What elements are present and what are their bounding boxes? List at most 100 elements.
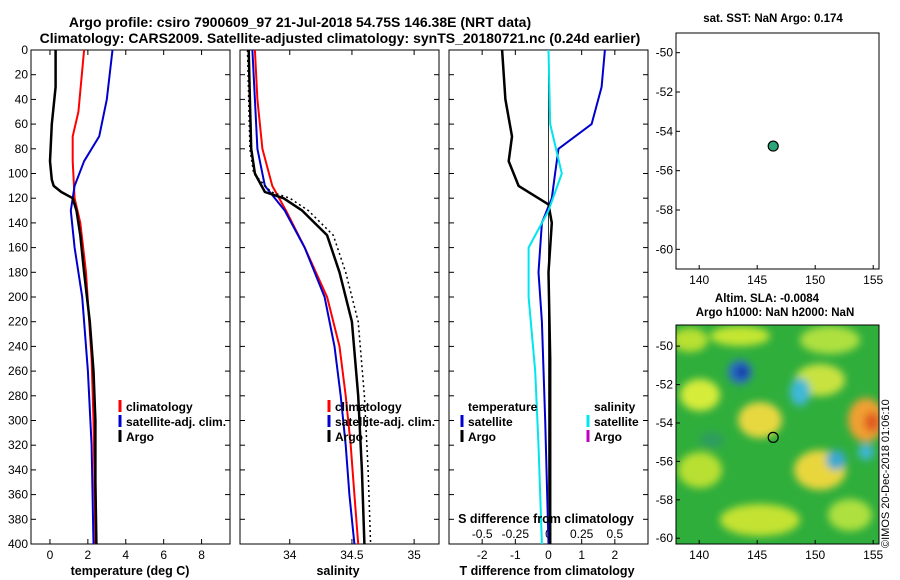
- sla-map-xtick-label: 145: [747, 548, 767, 562]
- difference-legend: temperature satellite Argo salinity sate…: [460, 400, 639, 444]
- sla-map-ytick-label: -50: [656, 339, 674, 353]
- temperature-series-argo: [48, 50, 98, 545]
- sla-map-marks: [767, 431, 779, 443]
- depth-tick-label: 240: [8, 339, 28, 353]
- sla-map-ytick-label: -58: [656, 493, 674, 507]
- salinity-ticks: 34 34.5 35: [240, 49, 439, 562]
- legend-temperature-argo: Argo: [468, 430, 496, 444]
- salinity-legend: climatology satellite-adj. clim. Argo: [327, 400, 435, 444]
- temperature-plot-frame: [30, 49, 231, 545]
- difference-xtick-label: 2: [611, 548, 618, 562]
- depth-tick-label: 220: [8, 315, 28, 329]
- temperature-xtick-label: 2: [85, 548, 92, 562]
- legend-salinity-argo: Argo: [594, 430, 622, 444]
- depth-tick-label: 0: [21, 43, 28, 57]
- sla-map-xtick-label: 140: [689, 548, 709, 562]
- depth-tick-label: 400: [8, 537, 28, 551]
- sst-map-xtick-label: 150: [805, 273, 825, 287]
- sst-map-title: sat. SST: NaN Argo: 0.174: [703, 13, 843, 25]
- sla-map-ytick-label: -52: [656, 378, 674, 392]
- sla-map-xtick-label: 155: [863, 548, 883, 562]
- difference-series-temperature-satellite: [537, 49, 606, 545]
- sla-map-frame: [675, 324, 880, 545]
- difference-lines: [500, 49, 606, 545]
- sla-map-title: Altim. SLA: -0.0084: [715, 293, 820, 305]
- depth-tick-label: 280: [8, 389, 28, 403]
- temperature-xlabel: temperature (deg C): [71, 564, 190, 578]
- legend-salinity-satellite: satellite: [594, 415, 639, 429]
- depth-tick-label: 200: [8, 290, 28, 304]
- salinity-panel: 34 34.5 35 salinity climatology satellite-…: [239, 49, 440, 578]
- t-difference-xlabel: T difference from climatology: [459, 564, 634, 578]
- sst-map-xtick-label: 140: [689, 273, 709, 287]
- depth-tick-label: 160: [8, 241, 28, 255]
- temperature-legend-climatology: climatology: [126, 400, 193, 414]
- depth-tick-label: 300: [8, 414, 28, 428]
- temperature-xtick-label: 0: [47, 548, 54, 562]
- depth-tick-label: 40: [15, 92, 29, 106]
- temperature-xtick-label: 4: [122, 548, 129, 562]
- temperature-legend-argo: Argo: [126, 430, 154, 444]
- temperature-xtick-label: 6: [160, 548, 167, 562]
- depth-tick-label: 320: [8, 438, 28, 452]
- s-difference-tick-label: -0.5: [472, 527, 493, 541]
- depth-tick-label: 180: [8, 265, 28, 279]
- depth-tick-label: 60: [15, 117, 29, 131]
- salinity-xtick-label: 35: [407, 548, 421, 562]
- difference-xtick-label: -1: [510, 548, 521, 562]
- temperature-legend-satellite: satellite-adj. clim.: [126, 415, 226, 429]
- legend-temperature-satellite: satellite: [468, 415, 513, 429]
- depth-tick-label: 100: [8, 167, 28, 181]
- temperature-series-climatology: [71, 49, 97, 545]
- salinity-xtick-label: 34: [283, 548, 297, 562]
- salinity-legend-argo: Argo: [335, 430, 363, 444]
- sst-map-ytick-label: -52: [656, 85, 674, 99]
- temperature-panel: 0204060801001201401601802002202402602803…: [8, 43, 231, 578]
- temperature-xtick-label: 8: [198, 548, 205, 562]
- sst-map-ytick-label: -56: [656, 164, 674, 178]
- sla-map-subtitle: Argo h1000: NaN h2000: NaN: [696, 307, 855, 319]
- temperature-series-satellite-adj-clim-: [69, 49, 114, 545]
- difference-series-salinity-satellite: [527, 49, 563, 545]
- sst-map-ytick-label: -58: [656, 203, 674, 217]
- sst-map-xtick-label: 145: [747, 273, 767, 287]
- sst-map-ytick-label: -50: [656, 46, 674, 60]
- sst-map-panel: 140 145 150 155 -50 -52 -54 -56 -58 -60: [656, 32, 884, 287]
- sst-map-frame: [675, 32, 880, 270]
- s-difference-tick-label: 0.5: [606, 527, 623, 541]
- sst-map-ticks: 140 145 150 155 -50 -52 -54 -56 -58 -60: [656, 46, 884, 287]
- credit-stamp: ©IMOS 20-Dec-2018 01:06:10: [880, 399, 892, 548]
- salinity-xtick-label: 34.5: [340, 548, 364, 562]
- salinity-legend-satellite: satellite-adj. clim.: [335, 415, 435, 429]
- sla-map-argo-position-marker: [767, 431, 779, 443]
- salinity-series-argo: [247, 49, 366, 545]
- difference-xtick-label: -2: [477, 548, 488, 562]
- sla-map-panel: 140 145 150 155 -50 -52 -54 -56 -58 -60: [656, 324, 884, 562]
- salinity-series-climatology: [253, 49, 360, 545]
- sst-map-argo-position-marker: [767, 140, 779, 152]
- difference-panel: -2 -1 0 1 2-0.5 -0.25 0 0.25 0.5 S difference fr…: [448, 49, 649, 578]
- temperature-lines: [48, 49, 114, 545]
- sst-map-ytick-label: -60: [656, 242, 674, 256]
- salinity-lines: [246, 49, 372, 545]
- sla-map-xtick-label: 150: [805, 548, 825, 562]
- sla-map-ytick-label: -60: [656, 531, 674, 545]
- salinity-xlabel: salinity: [316, 564, 359, 578]
- salinity-series-reference-dotted: [246, 49, 372, 545]
- s-difference-tick-label: 0.25: [570, 527, 594, 541]
- difference-xtick-label: 0: [545, 548, 552, 562]
- depth-tick-label: 340: [8, 463, 28, 477]
- s-difference-tick-label: -0.25: [502, 527, 530, 541]
- depth-tick-label: 140: [8, 216, 28, 230]
- sla-heatmap: [676, 325, 879, 544]
- difference-xtick-label: 1: [578, 548, 585, 562]
- salinity-plot-frame: [239, 49, 440, 545]
- salinity-series-satellite-adj-clim-: [251, 49, 356, 545]
- sla-map-ticks: 140 145 150 155 -50 -52 -54 -56 -58 -60: [656, 339, 884, 562]
- depth-tick-label: 260: [8, 364, 28, 378]
- salinity-legend-climatology: climatology: [335, 400, 402, 414]
- temperature-ticks: 0204060801001201401601802002202402602803…: [8, 43, 230, 562]
- sla-map-ytick-label: -56: [656, 454, 674, 468]
- legend-temperature-header: temperature: [468, 400, 538, 414]
